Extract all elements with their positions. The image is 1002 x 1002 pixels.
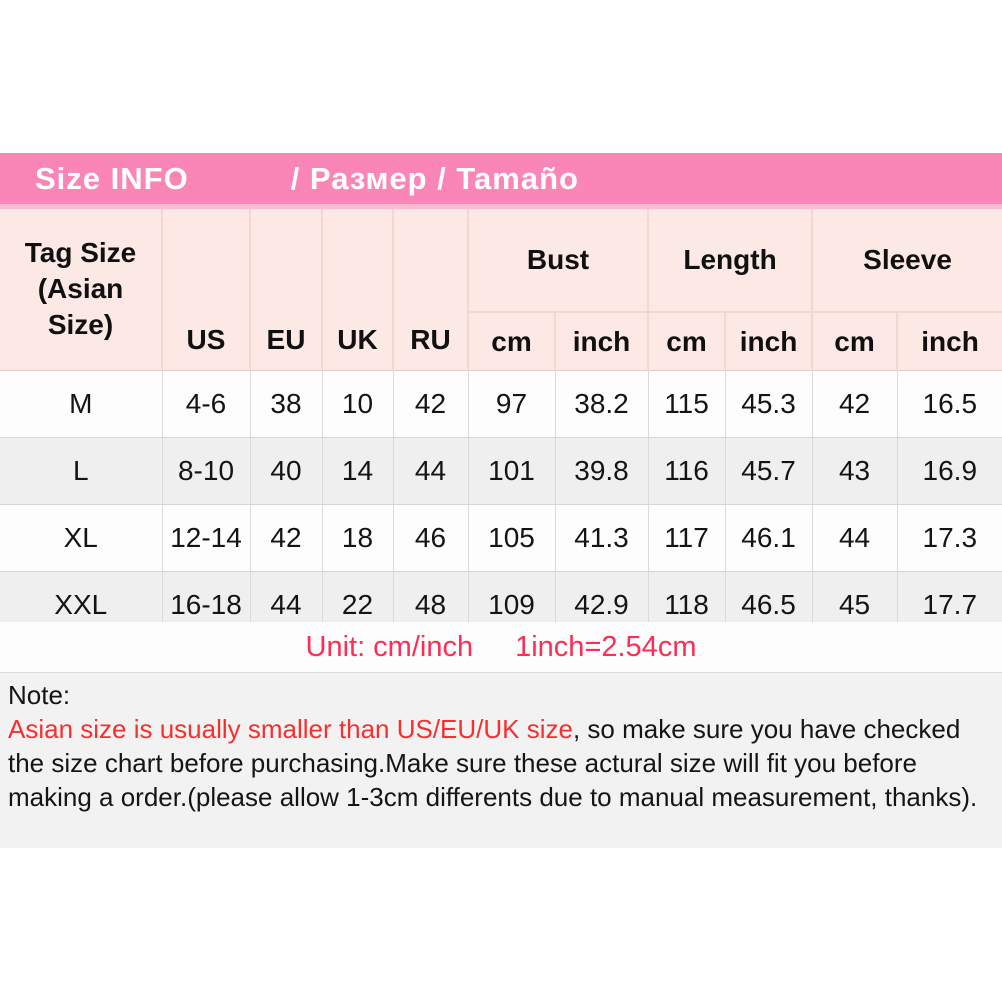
- cell-bust-cm: 101: [468, 437, 556, 505]
- unit-header-bust-cm: cm: [468, 312, 556, 371]
- cell-us: 8-10: [162, 437, 251, 505]
- cell-sleeve-cm: 43: [812, 437, 898, 505]
- cell-tag-size: XL: [0, 504, 163, 572]
- table-header-row-units: cm inch cm inch cm inch: [0, 312, 1002, 371]
- cell-length-inch: 46.1: [725, 504, 813, 572]
- unit-conversion: 1inch=2.54cm: [515, 630, 697, 663]
- cell-uk: 18: [322, 504, 394, 572]
- cell-ru: 44: [393, 437, 469, 505]
- unit-header-sleeve-cm: cm: [812, 312, 899, 371]
- cell-eu: 42: [250, 504, 323, 572]
- unit-header-sleeve-inch: inch: [897, 312, 1002, 371]
- unit-header-length-inch: inch: [725, 312, 814, 371]
- table-header-row-groups: Tag Size (Asian Size) US EU UK RU Bust L…: [0, 209, 1002, 371]
- cell-length-cm: 116: [648, 437, 726, 505]
- group-header-bust: Bust: [468, 209, 650, 313]
- title-bar: Size INFO / Размер / Tamaño: [0, 153, 1002, 209]
- col-header-us: US: [162, 209, 251, 371]
- cell-bust-inch: 39.8: [555, 437, 649, 505]
- table-row-xl: XL 12-14 42 18 46 105 41.3 117 46.1 44 1…: [0, 504, 1002, 572]
- cell-ru: 42: [393, 370, 469, 438]
- note-red-text: Asian size is usually smaller than US/EU…: [8, 714, 573, 744]
- cell-length-inch: 45.3: [725, 370, 813, 438]
- cell-length-cm: 117: [648, 504, 726, 572]
- cell-sleeve-cm: 44: [812, 504, 898, 572]
- cell-length-cm: 115: [648, 370, 726, 438]
- unit-label: Unit: cm/inch: [305, 630, 474, 663]
- cell-uk: 14: [322, 437, 394, 505]
- col-header-eu: EU: [250, 209, 323, 371]
- note-black-text: , so make sure you have checked the size…: [8, 714, 978, 812]
- cell-uk: 10: [322, 370, 394, 438]
- cell-us: 4-6: [162, 370, 251, 438]
- corner-header-tag-size: Tag Size (Asian Size): [0, 209, 163, 371]
- cell-tag-size: L: [0, 437, 163, 505]
- size-table: Tag Size (Asian Size) US EU UK RU Bust L…: [0, 209, 1002, 639]
- unit-header-length-cm: cm: [648, 312, 727, 371]
- col-header-uk: UK: [322, 209, 394, 371]
- cell-sleeve-inch: 16.9: [897, 437, 1002, 505]
- cell-sleeve-inch: 16.5: [897, 370, 1002, 438]
- note-paragraph: Asian size is usually smaller than US/EU…: [8, 714, 977, 812]
- group-header-sleeve: Sleeve: [812, 209, 1002, 313]
- cell-sleeve-cm: 42: [812, 370, 898, 438]
- cell-bust-cm: 105: [468, 504, 556, 572]
- note-heading: Note:: [8, 680, 71, 710]
- cell-sleeve-inch: 17.3: [897, 504, 1002, 572]
- cell-ru: 46: [393, 504, 469, 572]
- cell-sleeve-cm: 45: [812, 571, 898, 639]
- cell-eu: 40: [250, 437, 323, 505]
- cell-bust-inch: 38.2: [555, 370, 649, 438]
- cell-length-inch: 45.7: [725, 437, 813, 505]
- cell-tag-size: M: [0, 370, 163, 438]
- title-size-info: Size INFO: [35, 160, 189, 196]
- col-header-ru: RU: [393, 209, 469, 371]
- table-row-l: L 8-10 40 14 44 101 39.8 116 45.7 43 16.…: [0, 437, 1002, 505]
- unit-header-bust-inch: inch: [555, 312, 650, 371]
- unit-conversion-line: Unit: cm/inch 1inch=2.54cm: [0, 622, 1002, 672]
- table-row-m: M 4-6 38 10 42 97 38.2 115 45.3 42 16.5: [0, 370, 1002, 438]
- title-translations: / Размер / Tamaño: [290, 160, 579, 196]
- cell-bust-cm: 97: [468, 370, 556, 438]
- note-block: Note: Asian size is usually smaller than…: [0, 672, 1002, 848]
- group-header-length: Length: [648, 209, 814, 313]
- cell-bust-inch: 41.3: [555, 504, 649, 572]
- cell-us: 12-14: [162, 504, 251, 572]
- cell-eu: 38: [250, 370, 323, 438]
